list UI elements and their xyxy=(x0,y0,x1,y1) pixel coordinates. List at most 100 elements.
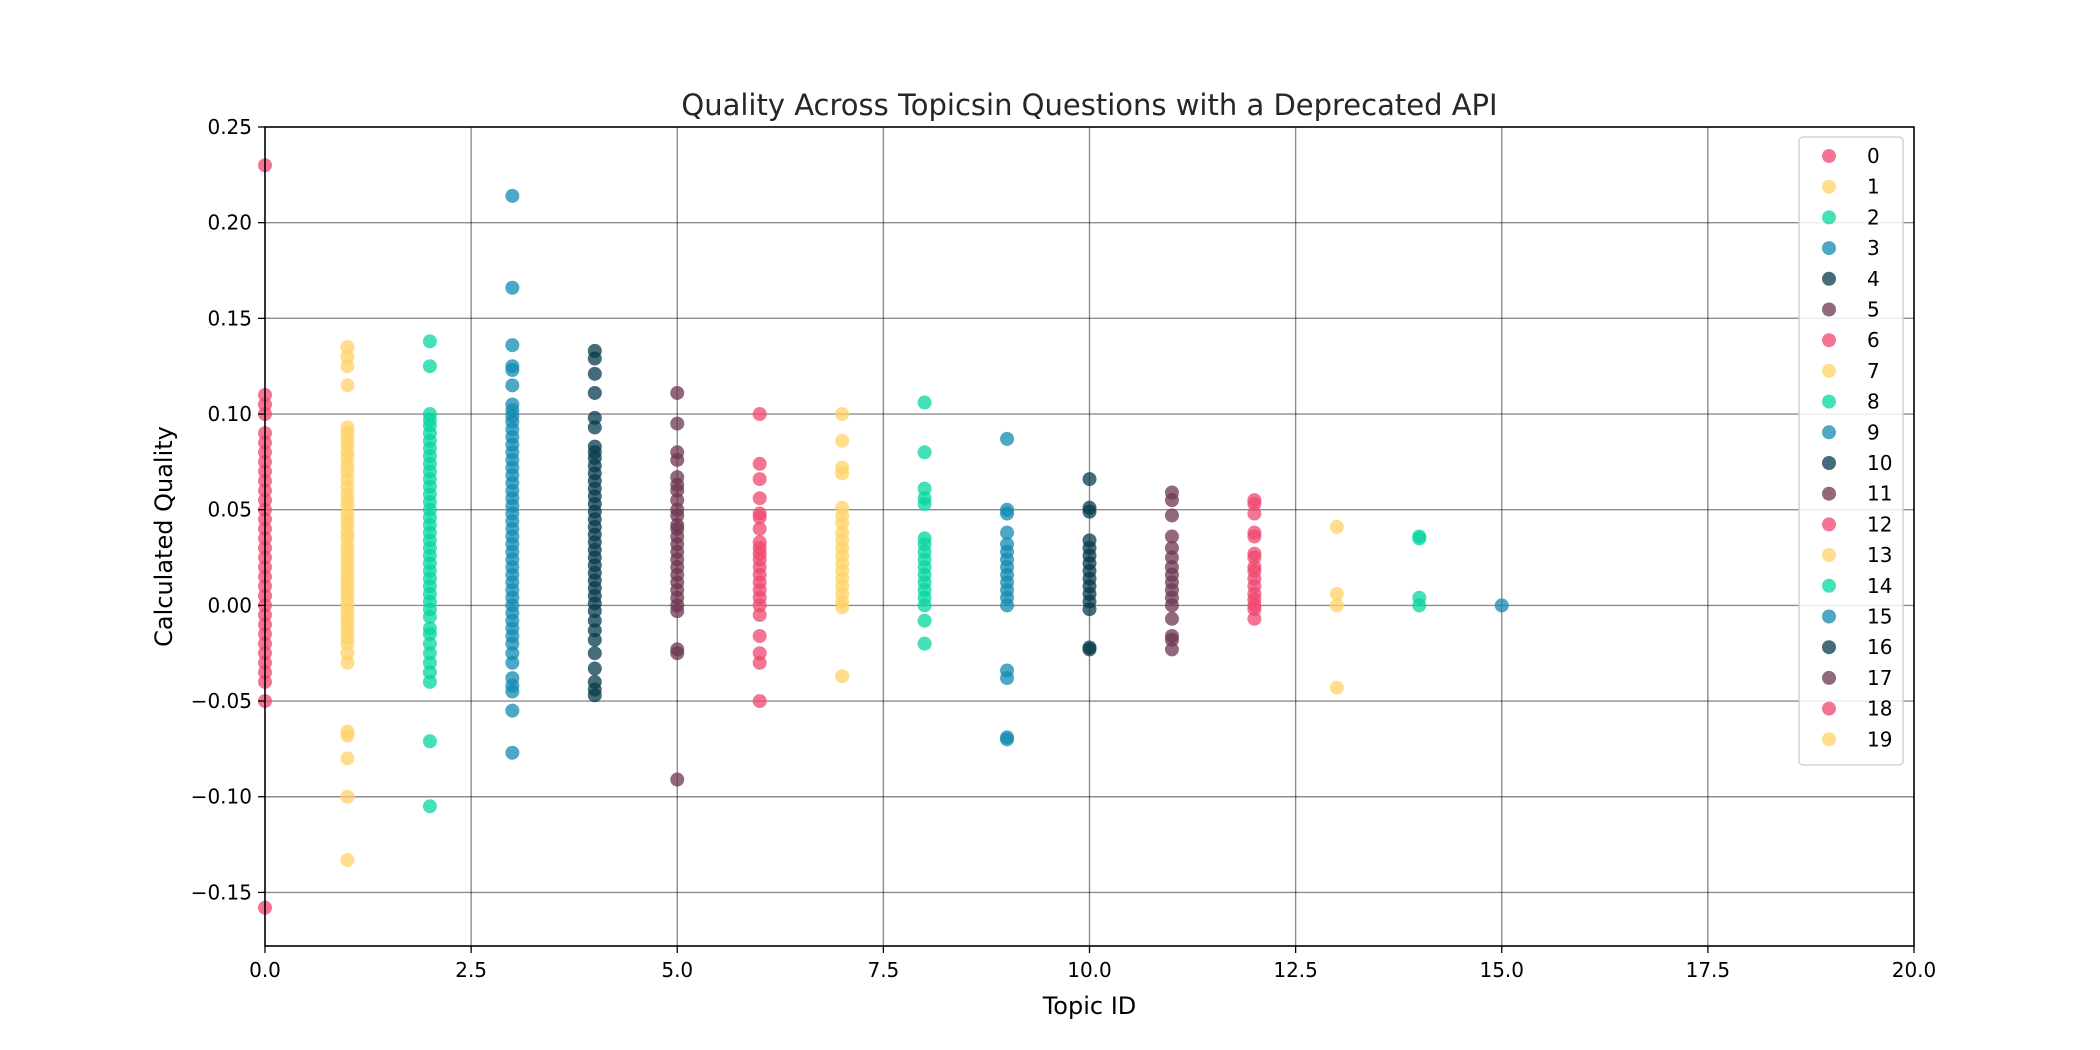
data-point xyxy=(835,433,850,448)
data-point xyxy=(505,280,520,295)
y-tick-label: 0.05 xyxy=(207,498,252,522)
x-tick-label: 15.0 xyxy=(1479,958,1524,982)
legend-marker xyxy=(1822,640,1836,655)
data-point xyxy=(505,338,520,353)
legend-label: 8 xyxy=(1867,390,1880,414)
legend-marker xyxy=(1822,456,1836,470)
legend-marker xyxy=(1822,486,1836,501)
data-point xyxy=(670,385,685,400)
data-point xyxy=(587,420,602,435)
y-tick-label: 0.25 xyxy=(207,115,252,139)
legend-label: 14 xyxy=(1867,574,1892,598)
data-point xyxy=(670,483,685,498)
data-point xyxy=(587,623,602,638)
data-point xyxy=(587,613,602,628)
legend-marker xyxy=(1822,548,1836,563)
y-tick-label: 0.10 xyxy=(207,402,252,426)
data-point xyxy=(835,466,850,481)
legend-label: 12 xyxy=(1867,512,1892,536)
y-tick-label: −0.05 xyxy=(191,689,252,713)
data-point xyxy=(422,799,437,814)
data-point xyxy=(422,609,437,624)
data-point xyxy=(1164,493,1179,508)
legend-label: 16 xyxy=(1867,635,1892,659)
legend-marker xyxy=(1822,271,1836,286)
data-point xyxy=(505,188,520,203)
data-point xyxy=(1000,525,1015,540)
data-point xyxy=(1082,472,1097,487)
data-point xyxy=(587,385,602,400)
data-point xyxy=(670,646,685,661)
data-point xyxy=(587,646,602,661)
data-point xyxy=(587,604,602,619)
data-point xyxy=(587,366,602,381)
x-tick-label: 12.5 xyxy=(1273,958,1318,982)
data-point xyxy=(340,655,355,670)
legend-marker xyxy=(1822,425,1836,440)
legend-marker xyxy=(1822,732,1836,747)
data-point xyxy=(1082,602,1097,617)
y-tick-label: 0.15 xyxy=(207,306,252,330)
data-point xyxy=(1000,671,1015,686)
legend-marker xyxy=(1822,363,1836,378)
data-point xyxy=(587,661,602,676)
data-point xyxy=(835,407,850,422)
data-point xyxy=(752,510,767,525)
data-point xyxy=(505,655,520,670)
data-point xyxy=(340,852,355,867)
data-point xyxy=(1247,550,1262,565)
data-point xyxy=(340,646,355,661)
legend-label: 4 xyxy=(1867,267,1880,291)
data-point xyxy=(752,655,767,670)
data-point xyxy=(1247,529,1262,544)
data-point xyxy=(917,481,932,496)
data-point xyxy=(587,632,602,647)
legend-marker xyxy=(1822,578,1836,593)
data-point xyxy=(505,363,520,378)
data-point xyxy=(1412,598,1427,613)
data-point xyxy=(340,340,355,355)
legend-label: 5 xyxy=(1867,298,1880,322)
legend-marker xyxy=(1822,241,1836,256)
legend-marker xyxy=(1822,701,1836,716)
data-point xyxy=(670,493,685,508)
data-point xyxy=(835,600,850,615)
data-point xyxy=(340,789,355,804)
data-point xyxy=(752,456,767,471)
legend-marker xyxy=(1822,394,1836,409)
data-point xyxy=(422,636,437,651)
data-point xyxy=(670,604,685,619)
legend-label: 11 xyxy=(1867,482,1892,506)
data-point xyxy=(670,772,685,787)
legend-label: 18 xyxy=(1867,697,1892,721)
data-point xyxy=(1247,496,1262,511)
chart-title: Quality Across Topicsin Questions with a… xyxy=(681,88,1497,122)
data-point xyxy=(587,410,602,425)
data-point xyxy=(670,416,685,431)
data-point xyxy=(917,613,932,628)
legend-label: 13 xyxy=(1867,543,1892,567)
legend-label: 1 xyxy=(1867,175,1880,199)
data-point xyxy=(587,688,602,703)
data-point xyxy=(752,598,767,613)
legend-label: 2 xyxy=(1867,205,1880,229)
x-axis-ticks: 0.0 2.5 5.0 7.5 10.0 12.5 15.0 17.5 20.0 xyxy=(249,946,1936,982)
y-tick-label: 0.00 xyxy=(207,593,252,617)
data-point xyxy=(835,516,850,531)
legend-label: 0 xyxy=(1867,144,1880,168)
data-point xyxy=(1247,611,1262,626)
data-point xyxy=(1082,504,1097,519)
data-point xyxy=(752,607,767,622)
data-point xyxy=(1164,611,1179,626)
data-point xyxy=(340,636,355,651)
grid-lines xyxy=(265,127,1914,946)
data-point xyxy=(422,734,437,749)
data-point xyxy=(670,452,685,467)
legend-marker xyxy=(1822,333,1836,348)
data-point xyxy=(1082,642,1097,657)
legend-marker xyxy=(1822,179,1836,194)
legend-marker xyxy=(1822,302,1836,317)
data-point xyxy=(422,674,437,689)
legend-marker xyxy=(1822,149,1836,163)
